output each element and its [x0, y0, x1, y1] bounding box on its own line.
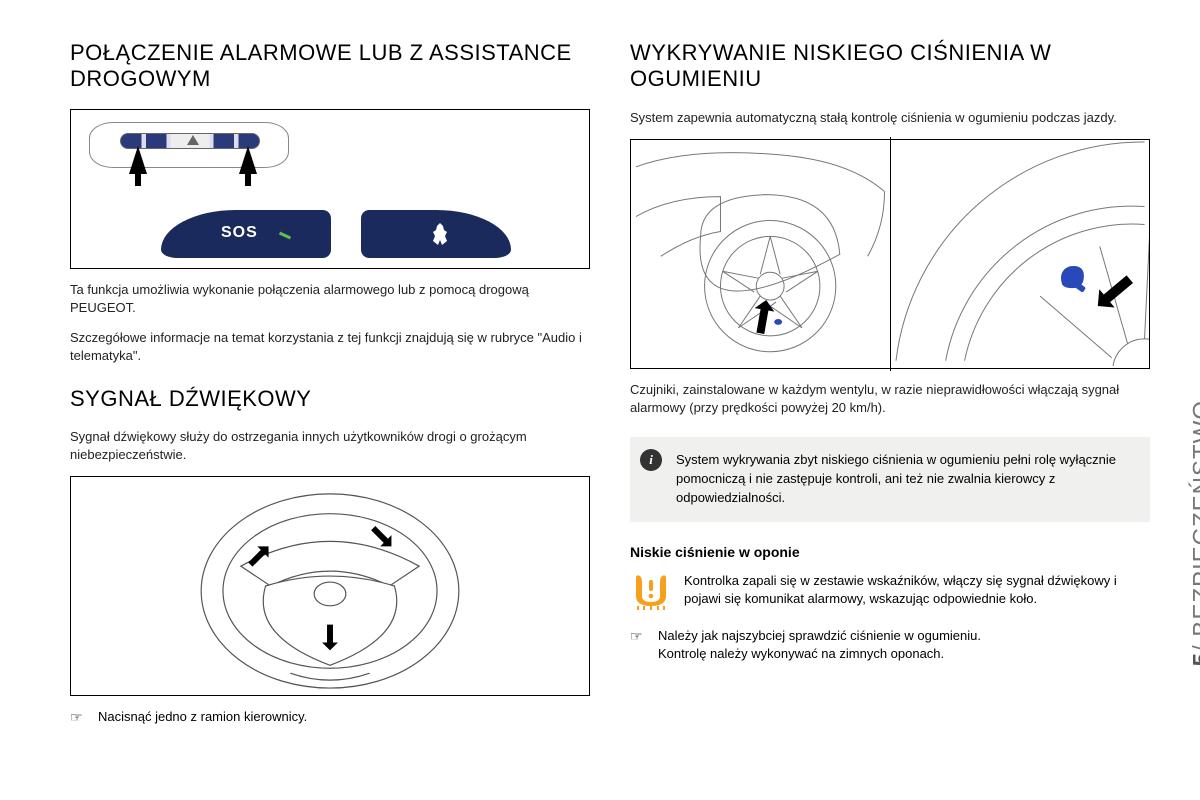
horn-action-row: ☞ Nacisnąć jedno z ramion kierownicy. — [70, 708, 590, 728]
figure-sos-panel: SOS — [70, 109, 590, 269]
tyre-closeup-panel — [891, 137, 1150, 371]
paragraph-emergency-desc: Ta funkcja umożliwia wykonanie połączeni… — [70, 281, 590, 317]
roof-console-outline — [89, 122, 289, 168]
manual-page: POŁĄCZENIE ALARMOWE LUB Z ASSISTANCE DRO… — [0, 0, 1200, 768]
check-pressure-row: ☞ Należy jak najszybciej sprawdzić ciśni… — [630, 627, 1150, 663]
paragraph-tpms-sensors: Czujniki, zainstalowane w każdym wentylu… — [630, 381, 1150, 417]
hazard-triangle-icon — [187, 135, 199, 145]
steering-wheel-svg — [71, 477, 589, 695]
heading-horn: SYGNAŁ DŹWIĘKOWY — [70, 386, 590, 412]
pointer-icon: ☞ — [630, 627, 648, 647]
tyre-car-panel — [631, 137, 891, 371]
figure-steering-wheel — [70, 476, 590, 696]
arrow-up-icon — [129, 146, 147, 174]
check-pressure-text: Należy jak najszybciej sprawdzić ciśnien… — [658, 627, 981, 645]
check-pressure-block: Należy jak najszybciej sprawdzić ciśnien… — [658, 627, 981, 663]
low-pressure-warning-text: Kontrolka zapali się w zestawie wskaźnik… — [684, 572, 1150, 608]
tpms-warning-icon — [630, 572, 672, 615]
side-tab-label: BEZPIECZEŃSTWO — [1188, 400, 1200, 637]
info-note-text: System wykrywania zbyt niskiego ciśnieni… — [676, 452, 1116, 505]
paragraph-tpms-intro: System zapewnia automatyczną stałą kontr… — [630, 109, 1150, 127]
side-tab-number: 5 — [1188, 652, 1200, 666]
right-column: WYKRYWANIE NISKIEGO CIŚNIENIA W OGUMIENI… — [630, 40, 1150, 728]
sos-button-label: SOS — [221, 224, 258, 242]
side-tab-slash: / — [1188, 644, 1200, 652]
low-pressure-warning-row: Kontrolka zapali się w zestawie wskaźnik… — [630, 572, 1150, 615]
subheading-low-pressure: Niskie ciśnienie w oponie — [630, 544, 1150, 560]
left-column: POŁĄCZENIE ALARMOWE LUB Z ASSISTANCE DRO… — [70, 40, 590, 728]
peugeot-lion-icon — [429, 222, 451, 251]
info-note-box: i System wykrywania zbyt niskiego ciśnie… — [630, 437, 1150, 522]
heading-emergency-call: POŁĄCZENIE ALARMOWE LUB Z ASSISTANCE DRO… — [70, 40, 590, 93]
info-icon: i — [640, 449, 662, 471]
figure-tyre-sensor — [630, 139, 1150, 369]
pointer-icon: ☞ — [70, 708, 88, 728]
heading-tpms: WYKRYWANIE NISKIEGO CIŚNIENIA W OGUMIENI… — [630, 40, 1150, 93]
paragraph-horn-desc: Sygnał dźwiękowy służy do ostrzegania in… — [70, 428, 590, 464]
check-cold-text: Kontrolę należy wykonywać na zimnych opo… — [658, 645, 981, 663]
horn-action-text: Nacisnąć jedno z ramion kierownicy. — [98, 708, 307, 726]
arrow-up-icon — [239, 146, 257, 174]
paragraph-emergency-ref: Szczegółowe informacje na temat korzysta… — [70, 329, 590, 365]
side-tab: 5/ BEZPIECZEŃSTWO — [1188, 400, 1200, 666]
